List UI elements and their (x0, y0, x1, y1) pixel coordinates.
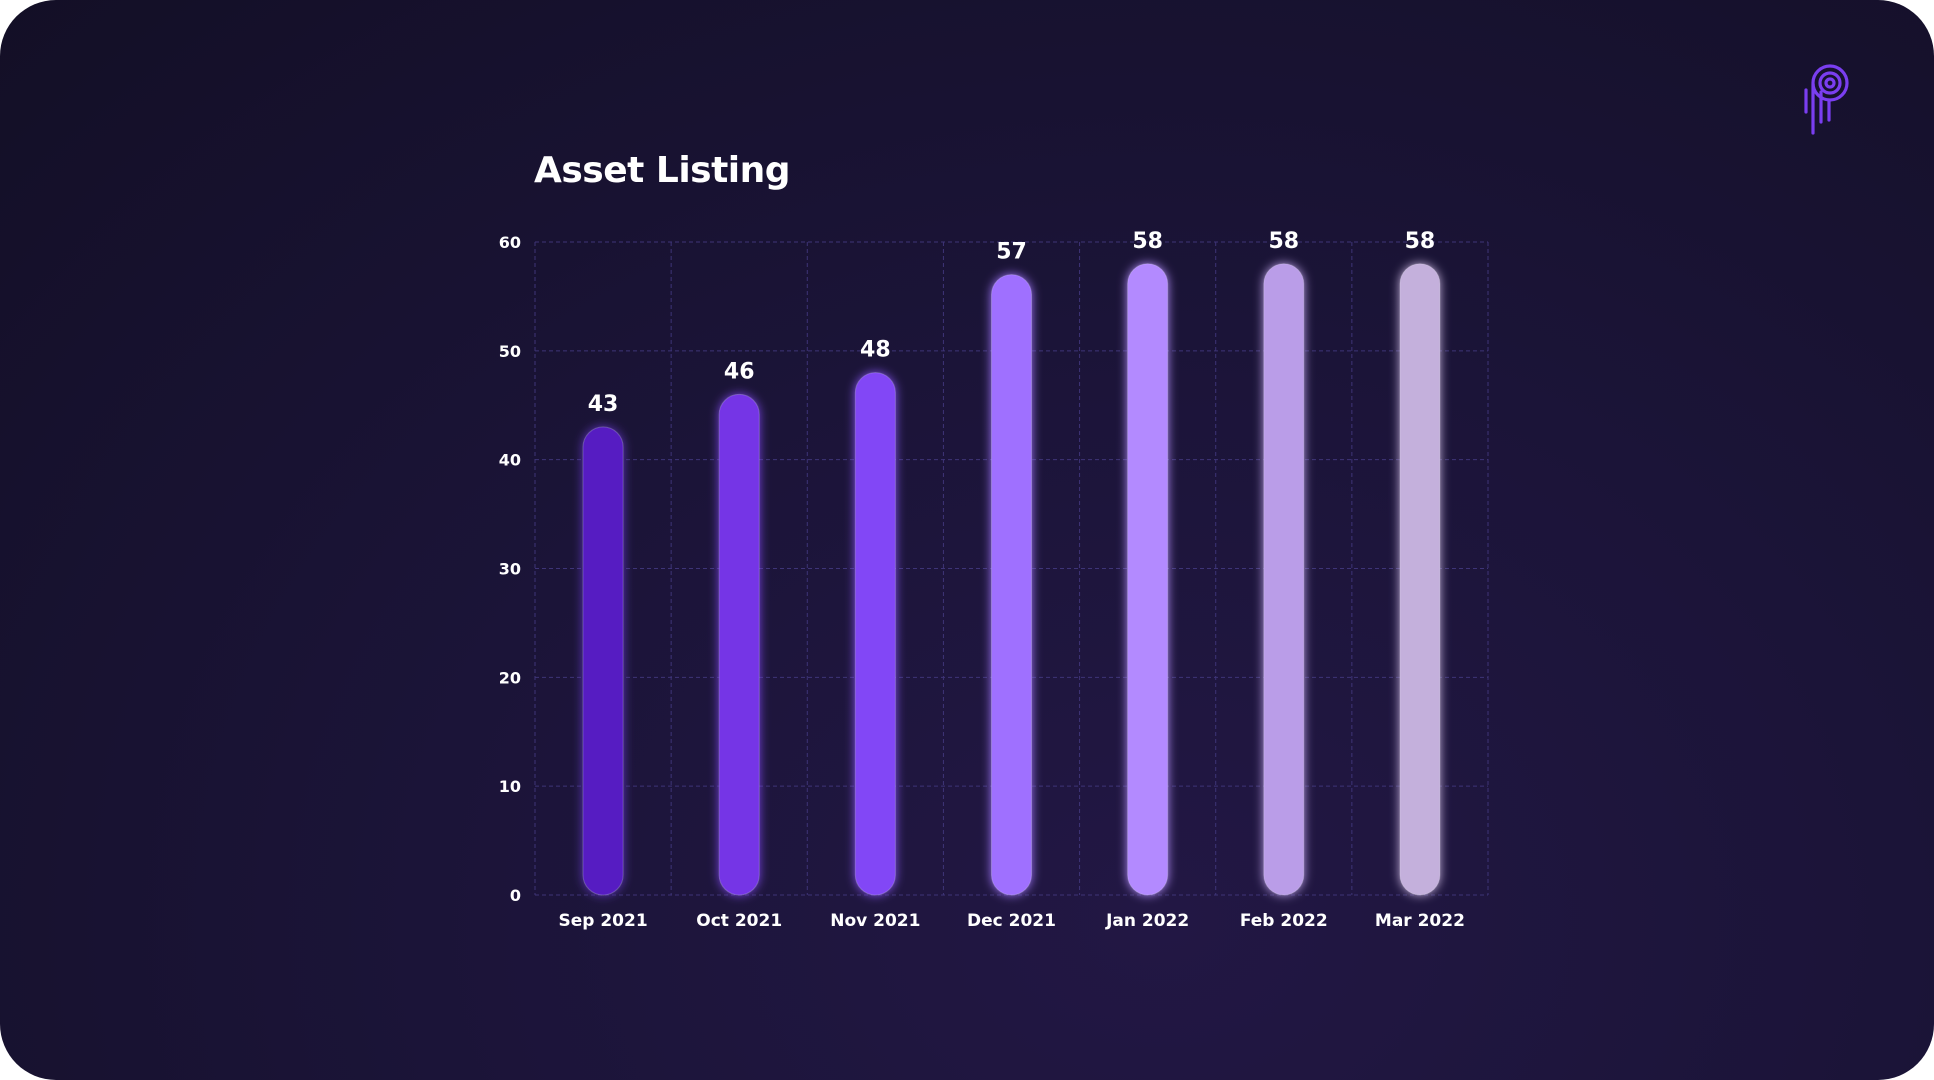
data-label: 57 (996, 240, 1027, 265)
data-label: 43 (588, 392, 619, 417)
y-tick-label: 50 (499, 342, 521, 361)
data-label: 46 (724, 359, 755, 384)
y-tick-label: 20 (499, 668, 521, 687)
x-tick-label: Feb 2022 (1240, 911, 1328, 931)
y-tick-label: 30 (499, 560, 521, 579)
x-tick-label: Dec 2021 (967, 911, 1056, 931)
x-tick-label: Nov 2021 (830, 911, 920, 931)
chart-title: Asset Listing (534, 150, 791, 191)
data-label: 58 (1132, 229, 1163, 254)
y-tick-label: 60 (499, 233, 521, 252)
data-label: 58 (1405, 229, 1436, 254)
bar (1399, 263, 1441, 896)
data-label: 48 (860, 338, 891, 363)
y-tick-label: 10 (499, 777, 521, 796)
brand-logo-icon (1800, 62, 1860, 138)
bar (854, 372, 896, 896)
x-tick-label: Sep 2021 (558, 911, 647, 931)
y-tick-label: 0 (510, 886, 521, 905)
bar (718, 393, 760, 896)
bar (582, 426, 624, 896)
x-tick-label: Mar 2022 (1375, 911, 1465, 931)
bar (1127, 263, 1169, 896)
x-tick-label: Oct 2021 (696, 911, 782, 931)
x-tick-label: Jan 2022 (1105, 911, 1189, 931)
data-label: 58 (1268, 229, 1299, 254)
bar (991, 274, 1032, 896)
bar (1263, 263, 1305, 896)
y-tick-label: 40 (499, 451, 521, 470)
